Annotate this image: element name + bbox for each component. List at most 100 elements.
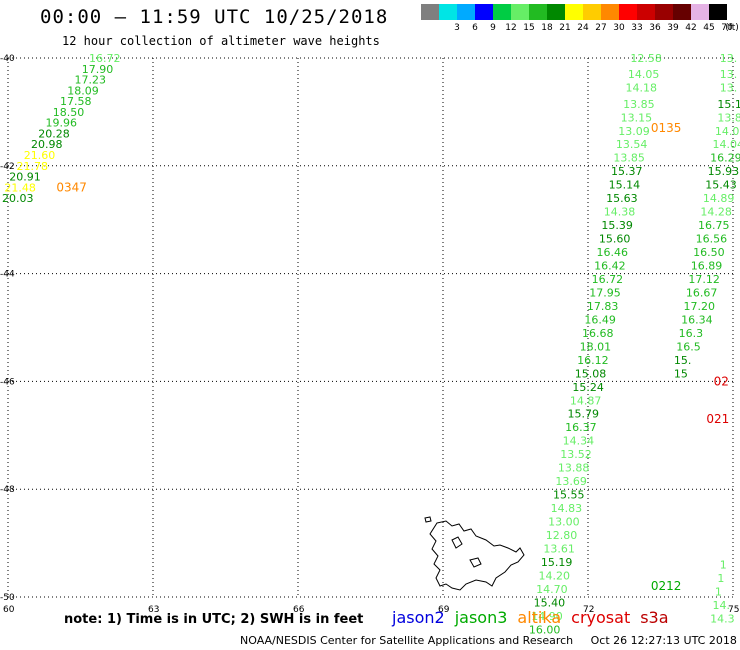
wave-height-label: 21.60 bbox=[24, 149, 56, 162]
wave-height-label: 13.00 bbox=[548, 516, 580, 529]
legend-swatch bbox=[475, 4, 493, 20]
wave-height-label: 17.95 bbox=[589, 286, 621, 299]
wave-height-label: 16.5 bbox=[676, 340, 701, 353]
pass-time-label: 02 bbox=[714, 374, 729, 388]
legend-label: 30 bbox=[613, 23, 625, 33]
wave-height-label: 13.09 bbox=[618, 125, 650, 138]
pass-time-label: 0135 bbox=[651, 121, 682, 135]
lon-tick-label: 72 bbox=[583, 605, 594, 615]
legend-swatch bbox=[673, 4, 691, 20]
lat-tick-label: -48 bbox=[0, 485, 15, 495]
wave-height-label: 16.72 bbox=[592, 273, 624, 286]
wave-height-label: 15.19 bbox=[541, 556, 573, 569]
wave-height-label: 16.12 bbox=[577, 354, 609, 367]
wave-height-label: 13.15 bbox=[621, 111, 653, 124]
wave-height-label: 16.56 bbox=[696, 233, 728, 246]
wave-height-label: 16.68 bbox=[582, 327, 614, 340]
wave-height-label: 18.01 bbox=[580, 340, 612, 353]
wave-height-label: 14.89 bbox=[703, 192, 735, 205]
wave-height-label: 14.87 bbox=[570, 394, 602, 407]
wave-height-label: 15.37 bbox=[611, 165, 643, 178]
legend-label: 15 bbox=[523, 23, 535, 33]
pass-time-label: 021 bbox=[706, 412, 729, 426]
wave-height-label: 18.50 bbox=[53, 106, 85, 119]
map-axes: 60 63 66 69 72 75 -40 -42 -44 -46 -48 -50 bbox=[0, 54, 739, 615]
wave-height-label: 15. bbox=[674, 354, 692, 367]
pass-time-label: 0347 bbox=[56, 180, 87, 194]
wave-height-label: 14.0 bbox=[715, 125, 740, 138]
legend-label: 21 bbox=[559, 23, 571, 33]
legend-label: 36 bbox=[649, 23, 661, 33]
wave-height-label: 14.28 bbox=[700, 206, 732, 219]
wave-height-label: 15.39 bbox=[601, 219, 633, 232]
wave-height-label: 15.14 bbox=[609, 179, 641, 192]
satellite-key-s3a: s3a bbox=[640, 608, 669, 627]
wave-height-label: 18.09 bbox=[67, 84, 99, 97]
lat-tick-label: -40 bbox=[0, 54, 15, 64]
lon-tick-label: 69 bbox=[438, 605, 450, 615]
legend-label: 24 bbox=[577, 23, 589, 33]
wave-height-label: 16.46 bbox=[597, 246, 629, 259]
wave-height-label: 1 bbox=[720, 559, 727, 572]
wave-height-label: 14.38 bbox=[604, 206, 636, 219]
wave-height-label: 14.90 bbox=[531, 610, 563, 623]
wave-height-label: 13.85 bbox=[623, 98, 655, 111]
wave-height-label: 16.72 bbox=[89, 52, 121, 65]
wave-height-label: 17.83 bbox=[587, 300, 619, 313]
legend-label: 12 bbox=[505, 23, 517, 33]
wave-height-label: 13. bbox=[720, 82, 738, 95]
legend-swatch bbox=[601, 4, 619, 20]
satellite-key-cryosat: cryosat bbox=[571, 608, 631, 627]
map-grid bbox=[7, 57, 734, 598]
wave-height-label: 14.83 bbox=[551, 502, 583, 515]
wave-height-label: 17.90 bbox=[82, 63, 114, 76]
wave-height-label: 12.80 bbox=[546, 529, 578, 542]
credit-line: NOAA/NESDIS Center for Satellite Applica… bbox=[240, 634, 737, 647]
legend-label: 6 bbox=[472, 23, 478, 33]
wave-height-label: 14.70 bbox=[536, 583, 568, 596]
legend-swatch bbox=[709, 4, 727, 20]
legend-swatch bbox=[583, 4, 601, 20]
wave-height-label: 13. bbox=[720, 68, 738, 81]
satellite-key-altika: altika bbox=[517, 608, 562, 627]
legend-label: 70 bbox=[721, 23, 733, 33]
lon-tick-label: 63 bbox=[148, 605, 159, 615]
wave-height-label: 13.85 bbox=[613, 152, 645, 165]
satellite-key-jason2: jason2 bbox=[392, 608, 445, 627]
wave-height-label: 21.48 bbox=[4, 181, 36, 194]
wave-height-label: 16.49 bbox=[584, 313, 616, 326]
satellite-key: jason2 jason3 altika cryosat s3a bbox=[392, 608, 679, 627]
wave-height-label: 15.55 bbox=[553, 489, 585, 502]
wave-height-label: 15.24 bbox=[572, 381, 604, 394]
legend-swatch bbox=[619, 4, 637, 20]
wave-height-label: 13.54 bbox=[616, 138, 648, 151]
legend-swatch bbox=[691, 4, 709, 20]
page-subtitle: 12 hour collection of altimeter wave hei… bbox=[62, 34, 380, 48]
legend-label: 27 bbox=[595, 23, 607, 33]
track-altika: 13.13.13.15.113.814.014.0416.2915.9315.4… bbox=[651, 52, 740, 380]
wave-height-label: 16.34 bbox=[681, 313, 713, 326]
wave-height-label: 14. bbox=[713, 599, 731, 612]
wave-height-label: 15 bbox=[674, 367, 688, 380]
satellite-key-jason3: jason3 bbox=[454, 608, 508, 627]
legend-swatch bbox=[565, 4, 583, 20]
wave-height-label: 16.3 bbox=[679, 327, 704, 340]
wave-height-label: 16.00 bbox=[529, 623, 561, 636]
legend-swatch bbox=[439, 4, 457, 20]
legend-swatch bbox=[547, 4, 565, 20]
legend-swatch bbox=[457, 4, 475, 20]
kerguelen-island-outline bbox=[424, 516, 525, 591]
lat-tick-label: -42 bbox=[0, 162, 15, 172]
wave-height-label: 13.88 bbox=[558, 462, 590, 475]
wave-height-label: 14.18 bbox=[626, 82, 658, 95]
wave-height-label: 17.20 bbox=[684, 300, 716, 313]
wave-height-label: 16.29 bbox=[710, 152, 740, 165]
wave-height-label: 16.37 bbox=[565, 421, 597, 434]
track-jason3: 12.5814.0514.1813.8513.1513.0913.5413.85… bbox=[529, 52, 682, 636]
wave-height-label: 15.08 bbox=[575, 367, 607, 380]
legend-label: 33 bbox=[631, 23, 643, 33]
wave-height-label: 16.75 bbox=[698, 219, 730, 232]
wave-height-label: 13.61 bbox=[543, 542, 575, 555]
wave-height-label: 13. bbox=[720, 52, 738, 65]
